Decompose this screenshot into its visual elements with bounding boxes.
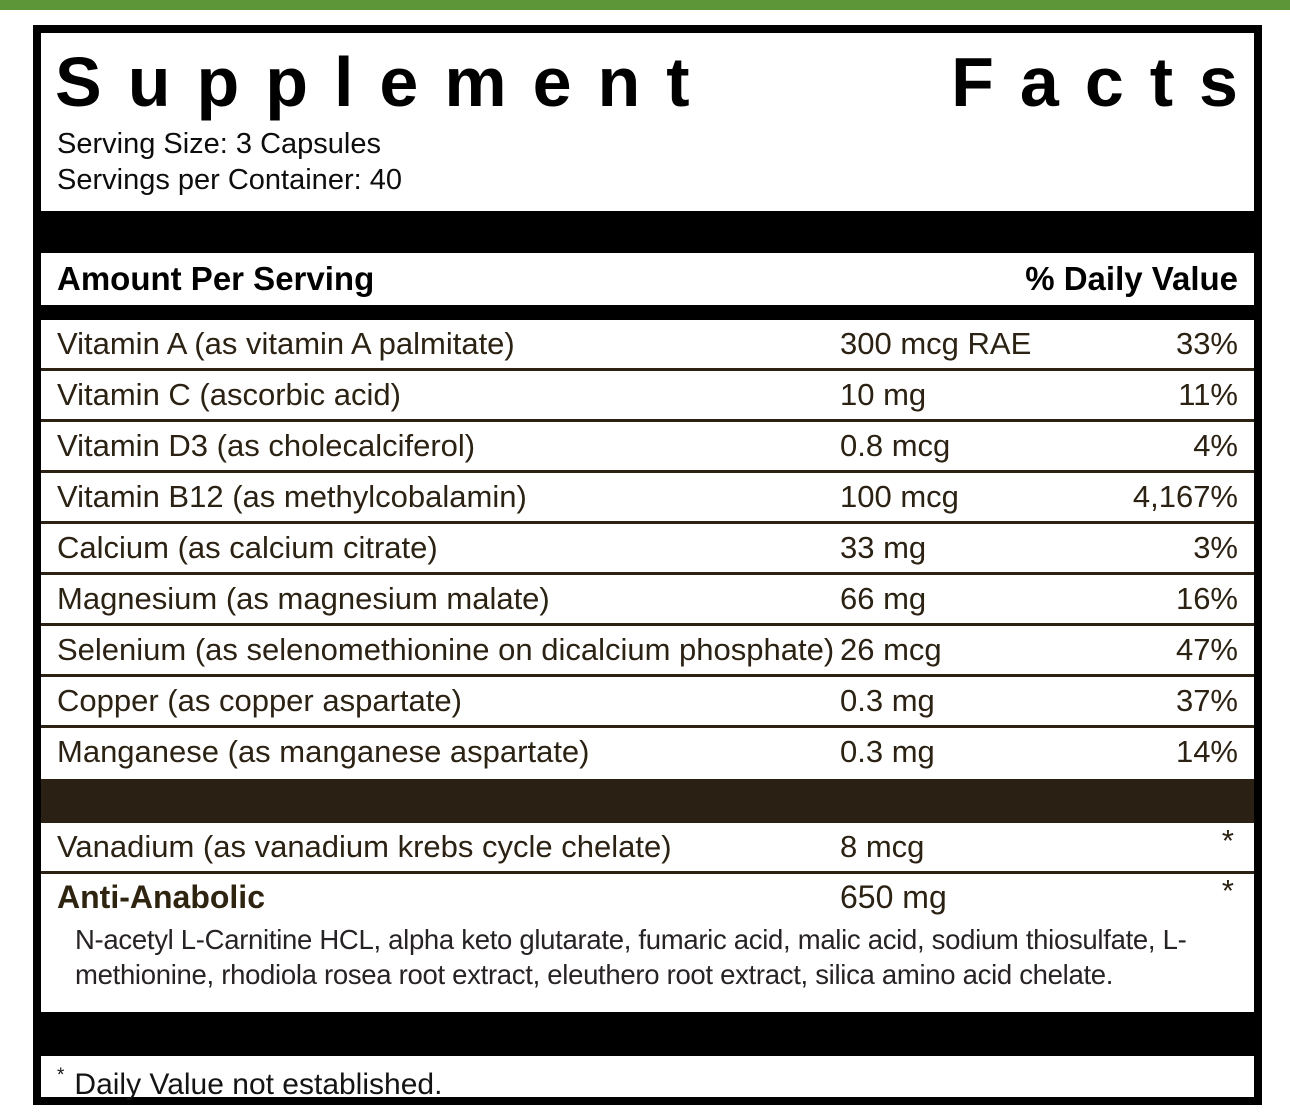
nutrient-name: Copper (as copper aspartate) (57, 683, 462, 719)
nutrient-name: Vitamin B12 (as methylcobalamin) (57, 479, 527, 515)
supplement-facts-panel: Supplement Facts Serving Size: 3 Capsule… (33, 25, 1262, 1105)
nutrient-name: Magnesium (as magnesium malate) (57, 581, 550, 617)
daily-value-footnote: * Daily Value not established. (41, 1056, 1254, 1102)
table-row: Vanadium (as vanadium krebs cycle chelat… (41, 823, 1254, 875)
table-row: Vitamin C (ascorbic acid) 10 mg 11% (41, 371, 1254, 423)
serving-info: Serving Size: 3 Capsules Servings per Co… (41, 118, 1254, 198)
blend-ingredients-text: N-acetyl L-Carnitine HCL, alpha keto glu… (75, 924, 1187, 991)
table-row: Vitamin A (as vitamin A palmitate) 300 m… (41, 320, 1254, 372)
nutrient-amount: 100 mcg (840, 479, 959, 515)
divider-bar-bottom (41, 1012, 1254, 1057)
divider-bar-top (41, 211, 1254, 254)
nutrient-amount: 10 mg (840, 377, 927, 413)
nutrient-name: Vitamin A (as vitamin A palmitate) (57, 326, 515, 362)
nutrient-name: Calcium (as calcium citrate) (57, 530, 438, 566)
nutrient-dv: 16% (1175, 581, 1238, 617)
nutrient-amount: 26 mcg (840, 632, 942, 668)
footnote-asterisk: * (57, 1065, 65, 1087)
table-row: Selenium (as selenomethionine on dicalci… (41, 626, 1254, 678)
nutrient-name: Vitamin D3 (as cholecalciferol) (57, 428, 476, 464)
table-header: Amount Per Serving % Daily Value (41, 253, 1254, 305)
divider-bar-header (41, 305, 1254, 321)
nutrient-name: Selenium (as selenomethionine on dicalci… (57, 632, 835, 668)
nutrient-dv: 14% (1175, 734, 1238, 770)
nutrient-dv-asterisk: * (1221, 823, 1234, 859)
nutrient-amount: 0.3 mg (840, 683, 935, 719)
nutrient-dv: 3% (1193, 530, 1238, 566)
top-accent-bar (0, 0, 1290, 10)
serving-size-text: Serving Size: 3 Capsules (57, 128, 381, 161)
servings-per-container-text: Servings per Container: 40 (57, 164, 402, 197)
nutrient-dv: 4,167% (1132, 479, 1238, 515)
nutrient-amount: 8 mcg (840, 829, 925, 865)
divider-bar-brown (41, 779, 1254, 824)
blend-header: Anti-Anabolic 650 mg * (41, 873, 1254, 920)
nutrient-name: Vanadium (as vanadium krebs cycle chelat… (57, 829, 672, 865)
proprietary-blend-row: Anti-Anabolic 650 mg * N-acetyl L-Carnit… (41, 873, 1254, 1002)
nutrient-dv: 33% (1175, 326, 1238, 362)
nutrient-name: Vitamin C (ascorbic acid) (57, 377, 401, 413)
nutrient-dv: 47% (1175, 632, 1238, 668)
table-row: Magnesium (as magnesium malate) 66 mg 16… (41, 575, 1254, 627)
blend-dv-asterisk: * (1221, 873, 1234, 909)
table-row: Manganese (as manganese aspartate) 0.3 m… (41, 728, 1254, 779)
blend-amount: 650 mg (840, 879, 947, 916)
footnote-text: Daily Value not established. (74, 1068, 443, 1102)
amount-per-serving-label: Amount Per Serving (57, 260, 375, 298)
nutrient-amount: 0.8 mcg (840, 428, 951, 464)
daily-value-label: % Daily Value (1025, 260, 1238, 298)
blend-name: Anti-Anabolic (57, 879, 265, 916)
nutrient-table: Vitamin A (as vitamin A palmitate) 300 m… (41, 320, 1254, 779)
table-row: Vitamin D3 (as cholecalciferol) 0.8 mcg … (41, 422, 1254, 474)
table-row: Vitamin B12 (as methylcobalamin) 100 mcg… (41, 473, 1254, 525)
panel-title: Supplement Facts (41, 33, 1254, 118)
table-row: Calcium (as calcium citrate) 33 mg 3% (41, 524, 1254, 576)
nutrient-amount: 33 mg (840, 530, 927, 566)
nutrient-amount: 66 mg (840, 581, 927, 617)
table-row: Copper (as copper aspartate) 0.3 mg 37% (41, 677, 1254, 729)
nutrient-amount: 300 mcg RAE (840, 326, 1032, 362)
nutrient-dv: 11% (1178, 377, 1238, 413)
nutrient-amount: 0.3 mg (840, 734, 935, 770)
nutrient-name: Manganese (as manganese aspartate) (57, 734, 590, 770)
nutrient-dv: 37% (1175, 683, 1238, 719)
nutrient-dv: 4% (1193, 428, 1238, 464)
title-word-supplement: Supplement (55, 43, 716, 121)
title-word-facts: Facts (951, 43, 1264, 121)
